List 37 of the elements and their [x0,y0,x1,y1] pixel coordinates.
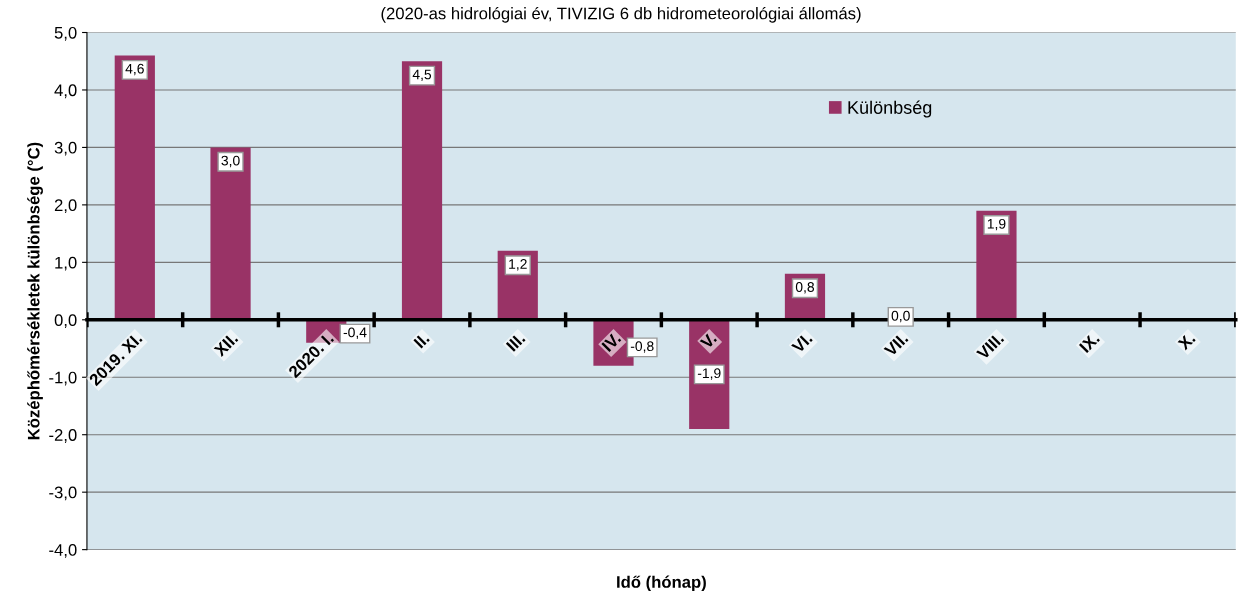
x-tick-label: V. [699,332,717,350]
y-tick-label: 4,0 [54,84,77,99]
x-tick-label: VII. [883,332,909,358]
x-tick-label: X. [1177,332,1196,351]
x-tick-label: II. [413,332,430,349]
y-tick-label: -3,0 [49,486,77,501]
y-tick-label: -1,0 [49,371,77,386]
bar [114,55,155,320]
x-tick-label: IV. [601,332,622,352]
data-label: 0,0 [891,310,910,323]
data-label: 4,5 [412,69,432,81]
y-tick-label: 2,0 [54,199,77,214]
y-axis-title: Középhőmérsékletek különbsége (°C) [27,142,43,440]
x-tick-label: IX. [1079,332,1100,354]
legend-label: Különbség [848,100,932,118]
x-tick-label: VIII. [976,332,1005,361]
y-tick-label: 5,0 [54,26,77,41]
data-label: 3,0 [221,155,240,168]
chart-subtitle: (2020-as hidrológiai év, TIVIZIG 6 db hidrometeorológiai állomás) [381,6,861,23]
y-tick-label: -4,0 [49,544,77,558]
bar [401,61,443,320]
y-tick-label: 3,0 [54,141,77,156]
data-label: 1,2 [509,259,527,271]
bar [210,147,251,320]
data-label: -0,8 [630,341,654,353]
x-axis-title: Idő (hónap) [617,575,706,591]
data-label: 0,8 [795,282,815,294]
y-tick-label: -2,0 [49,429,77,443]
data-label: -0,4 [343,327,367,339]
x-tick-label: XII. [213,332,239,358]
y-tick-label: 0,0 [54,314,77,328]
data-label: 1,9 [987,218,1006,231]
data-label: -1,9 [697,368,721,380]
y-tick-label: 1,0 [55,256,77,271]
data-label: 4,6 [125,63,144,76]
x-tick-label: VI. [791,332,813,354]
x-tick-label: III. [505,332,526,352]
